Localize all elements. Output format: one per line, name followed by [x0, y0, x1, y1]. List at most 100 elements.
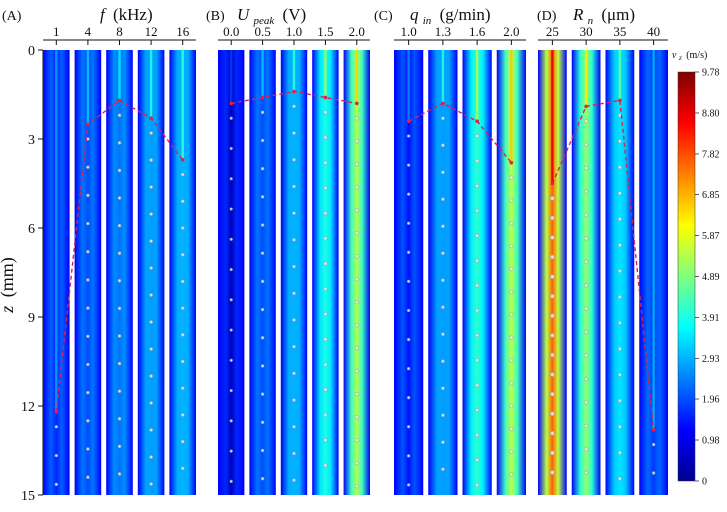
- droplet: [509, 312, 514, 317]
- droplet: [260, 279, 265, 284]
- droplet: [117, 416, 122, 421]
- droplet: [617, 294, 622, 299]
- droplet: [549, 332, 555, 338]
- droplet: [117, 223, 122, 228]
- droplet: [292, 104, 296, 109]
- droplet: [509, 380, 514, 386]
- droplet: [292, 131, 296, 136]
- droplet: [509, 472, 514, 477]
- y-tick-label: 12: [21, 400, 35, 415]
- panel-a-param-unit: (kHz): [113, 5, 153, 24]
- droplet: [406, 366, 411, 371]
- droplet: [180, 386, 185, 391]
- droplet: [292, 157, 296, 162]
- droplet: [54, 424, 59, 429]
- colorbar-tick-label: 3.91: [702, 313, 720, 324]
- droplet: [583, 423, 589, 429]
- droplet: [149, 428, 154, 432]
- y-tick-label: 9: [28, 311, 35, 326]
- droplet: [149, 401, 154, 405]
- droplet: [406, 483, 411, 487]
- droplet: [406, 424, 411, 429]
- y-axis: 0 3 6 9 12 15: [21, 44, 44, 504]
- droplet: [509, 198, 514, 203]
- top-tick-label: 4: [85, 24, 92, 39]
- droplet: [260, 110, 265, 115]
- colorbar-tick-label: 6.85: [702, 190, 720, 201]
- top-tick-label: 2.0: [349, 24, 365, 39]
- droplet: [229, 116, 233, 120]
- droplet: [149, 320, 154, 324]
- droplet: [180, 306, 185, 311]
- breakup-length-point: [54, 410, 59, 414]
- breakup-length-line: [551, 99, 655, 430]
- panel-c-letter: (C): [374, 9, 393, 24]
- droplet: [583, 236, 589, 241]
- droplet: [149, 482, 154, 486]
- droplet: [475, 158, 480, 164]
- droplet: [406, 279, 411, 284]
- top-tick-label: 1.0: [286, 24, 302, 39]
- droplet: [86, 362, 90, 367]
- colorbar-tick-label: 7.82: [702, 149, 720, 160]
- droplet: [549, 234, 555, 241]
- droplet: [54, 453, 59, 458]
- colorbar-tick-label: 1.96: [702, 395, 720, 406]
- droplet: [149, 347, 154, 351]
- droplet: [323, 236, 328, 241]
- droplet: [323, 286, 328, 291]
- droplet: [323, 337, 328, 342]
- droplet: [509, 289, 514, 295]
- breakup-length-point: [149, 116, 153, 121]
- droplet: [549, 450, 555, 456]
- jet-core: [55, 50, 58, 412]
- droplet: [406, 454, 411, 458]
- droplet: [617, 372, 622, 377]
- panel-a-parameter-label: f (kHz): [100, 5, 153, 24]
- jet-core: [149, 50, 153, 119]
- droplet: [323, 387, 328, 392]
- droplet: [260, 364, 265, 368]
- droplet: [354, 460, 360, 466]
- droplet: [509, 266, 514, 272]
- droplet: [260, 420, 265, 425]
- droplet: [475, 432, 480, 438]
- droplet: [292, 451, 296, 456]
- droplet: [354, 483, 360, 489]
- droplet: [475, 183, 480, 188]
- droplet: [149, 158, 154, 162]
- droplet: [260, 392, 265, 396]
- droplet: [406, 192, 411, 196]
- panel-b-param-unit: (V): [283, 5, 307, 24]
- droplet: [583, 306, 589, 311]
- droplet: [354, 391, 360, 397]
- droplet: [549, 215, 555, 221]
- breakup-length-point: [651, 427, 656, 432]
- jet-column: [394, 50, 424, 495]
- jet-core: [584, 50, 588, 107]
- jet-core: [551, 50, 554, 184]
- droplet: [180, 199, 185, 204]
- jet-column: [280, 50, 308, 495]
- panel-c-parameter-label: q in (g/min): [410, 5, 491, 28]
- jet-core: [355, 50, 358, 104]
- droplet: [260, 307, 265, 312]
- droplet: [292, 371, 296, 376]
- droplet: [292, 264, 296, 269]
- droplet: [406, 134, 411, 138]
- droplet: [229, 388, 233, 393]
- droplet: [354, 322, 360, 328]
- jet-column: [462, 50, 492, 495]
- droplet: [292, 318, 296, 322]
- droplet: [440, 143, 445, 148]
- droplet: [86, 165, 90, 170]
- plot-layer: 0 3 6 9 12 15 1 4 8 12 16 0.0 0.5 1.0 1.5 2.0 1.0 1.3 1.6 2…: [21, 24, 668, 504]
- top-tick-label: 1.3: [435, 24, 451, 39]
- breakup-length-point: [584, 104, 588, 109]
- droplet: [583, 400, 589, 405]
- droplet: [354, 345, 360, 351]
- droplet: [549, 293, 555, 299]
- breakup-length-point: [509, 160, 514, 165]
- droplet: [323, 463, 328, 468]
- droplet: [260, 251, 265, 256]
